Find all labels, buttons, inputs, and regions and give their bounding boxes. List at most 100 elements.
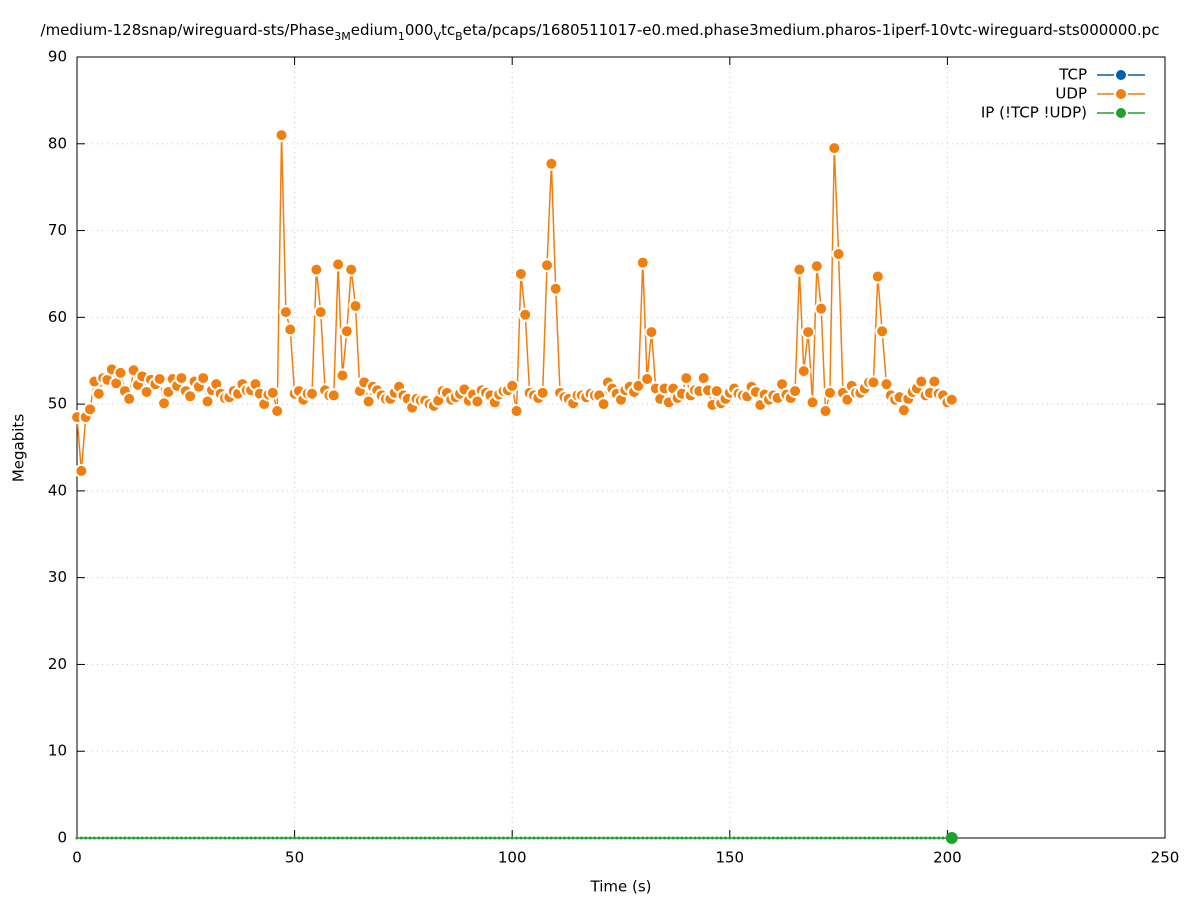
- data-point: [689, 836, 693, 840]
- data-point: [305, 386, 320, 401]
- data-point: [340, 836, 344, 840]
- legend-label: TCP: [1058, 66, 1087, 84]
- data-point: [523, 836, 527, 840]
- data-point: [113, 365, 128, 380]
- data-point: [776, 836, 780, 840]
- data-point: [158, 836, 162, 840]
- x-tick-label: 50: [285, 849, 304, 867]
- data-point: [436, 836, 440, 840]
- data-point: [754, 836, 758, 840]
- data-point: [110, 836, 114, 840]
- data-point: [249, 836, 253, 840]
- data-point: [723, 836, 727, 840]
- y-axis-label: Megabits: [10, 414, 28, 482]
- data-point: [663, 836, 667, 840]
- data-point: [580, 836, 584, 840]
- x-tick-label: 250: [1151, 849, 1180, 867]
- data-point: [367, 836, 371, 840]
- data-point: [157, 396, 172, 411]
- data-point: [331, 257, 346, 272]
- data-point: [706, 836, 710, 840]
- data-point: [928, 836, 932, 840]
- data-point: [119, 836, 123, 840]
- data-point: [513, 266, 528, 281]
- data-point: [488, 836, 492, 840]
- data-point: [896, 403, 911, 418]
- data-point: [262, 836, 266, 840]
- data-point: [149, 836, 153, 840]
- data-point: [253, 836, 257, 840]
- data-point: [545, 836, 549, 840]
- data-point: [214, 836, 218, 840]
- data-point: [728, 836, 732, 840]
- data-point: [314, 836, 318, 840]
- data-point: [932, 836, 936, 840]
- data-point: [506, 836, 510, 840]
- data-point: [219, 836, 223, 840]
- data-point: [245, 836, 249, 840]
- data-point: [83, 402, 98, 417]
- title-part: V: [433, 30, 441, 43]
- data-point: [641, 836, 645, 840]
- data-point: [414, 836, 418, 840]
- data-point: [806, 836, 810, 840]
- data-point: [175, 836, 179, 840]
- data-point: [265, 385, 280, 400]
- data-point: [709, 384, 724, 399]
- data-point: [193, 836, 197, 840]
- data-point: [428, 836, 432, 840]
- data-point: [345, 836, 349, 840]
- data-point: [879, 377, 894, 392]
- data-point: [332, 836, 336, 840]
- data-point: [393, 836, 397, 840]
- data-point: [889, 836, 893, 840]
- legend-marker: [1114, 68, 1128, 82]
- y-tick-label: 70: [48, 221, 67, 239]
- title-part: /medium-128snap/wireguard-sts/Phase: [41, 21, 335, 39]
- x-tick-label: 0: [72, 849, 82, 867]
- x-tick-label: 150: [715, 849, 744, 867]
- chart-title: /medium-128snap/wireguard-sts/Phase3Medi…: [41, 21, 1160, 43]
- data-point: [635, 255, 650, 270]
- data-point: [562, 836, 566, 840]
- data-point: [788, 384, 803, 399]
- data-point: [702, 836, 706, 840]
- data-point: [802, 836, 806, 840]
- data-point: [884, 836, 888, 840]
- data-point: [375, 836, 379, 840]
- data-point: [880, 836, 884, 840]
- data-point: [801, 325, 816, 340]
- data-point: [518, 307, 533, 322]
- data-point: [902, 836, 906, 840]
- data-point: [445, 836, 449, 840]
- data-point: [275, 836, 279, 840]
- data-point: [571, 836, 575, 840]
- data-point: [715, 836, 719, 840]
- data-point: [750, 836, 754, 840]
- data-point: [915, 836, 919, 840]
- data-point: [809, 259, 824, 274]
- data-point: [810, 836, 814, 840]
- data-point: [384, 836, 388, 840]
- data-point: [122, 391, 137, 406]
- data-point: [763, 836, 767, 840]
- data-point: [423, 836, 427, 840]
- data-point: [944, 392, 959, 407]
- data-point: [84, 836, 88, 840]
- data-point: [105, 836, 109, 840]
- data-point: [467, 836, 471, 840]
- data-point: [519, 836, 523, 840]
- data-point: [153, 836, 157, 840]
- data-point: [528, 836, 532, 840]
- data-point: [196, 371, 211, 386]
- data-point: [74, 463, 89, 478]
- data-point: [671, 836, 675, 840]
- data-point: [610, 836, 614, 840]
- data-point: [927, 374, 942, 389]
- y-tick-label: 30: [48, 568, 67, 586]
- data-point: [174, 371, 189, 386]
- data-point: [767, 836, 771, 840]
- data-point: [270, 404, 285, 419]
- legend-label: IP (!TCP !UDP): [981, 104, 1087, 122]
